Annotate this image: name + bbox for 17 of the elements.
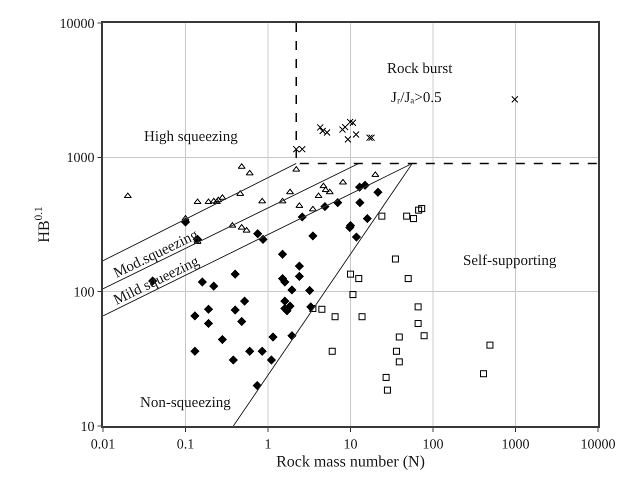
x-tick-label: 1000 [502,438,530,453]
annotation: Self-supporting [463,253,557,269]
y-tick-label: 1000 [66,151,94,166]
annotation: Rock burst [387,61,454,77]
x-tick-label: 1 [264,438,272,453]
x-tick-label: 0.01 [90,438,116,453]
annotation: Jᵣ/Jₐ>0.5 [391,90,442,106]
x-tick-label: 10000 [580,438,616,453]
y-tick-label: 100 [73,286,94,301]
annotation: Non-squeezing [140,395,232,411]
x-axis-title: Rock mass number (N) [276,454,425,471]
y-tick-label: 10000 [59,16,94,32]
x-tick-label: 0.1 [176,438,194,453]
y-tick-label: 10 [80,420,94,435]
x-tick-label: 100 [422,438,444,453]
x-tick-label: 10 [344,438,358,453]
annotation: High squeezing [144,129,238,145]
